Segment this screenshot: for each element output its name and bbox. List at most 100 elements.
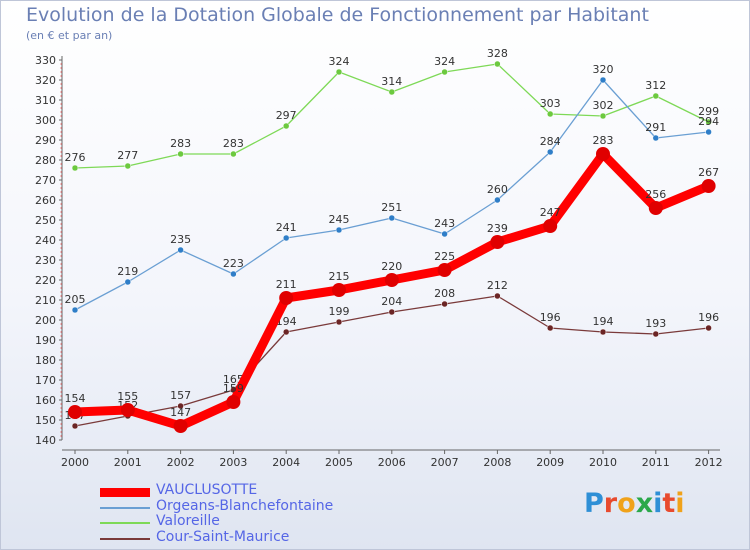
x-tick-label: 2010 — [589, 456, 617, 469]
data-label-orgeans-blanchefontaine: 223 — [223, 257, 244, 270]
y-tick-label: 250 — [35, 214, 56, 227]
data-point-orgeans-blanchefontaine — [441, 230, 448, 238]
data-label-valoreille: 324 — [434, 55, 455, 68]
x-tick-label: 2009 — [536, 456, 564, 469]
data-label-valoreille: 312 — [645, 79, 666, 92]
x-tick-label: 2004 — [272, 456, 300, 469]
y-tick-label: 140 — [35, 434, 56, 447]
data-point-orgeans-blanchefontaine — [230, 270, 237, 278]
data-label-orgeans-blanchefontaine: 294 — [698, 115, 719, 128]
data-point-orgeans-blanchefontaine — [652, 134, 660, 142]
data-label-cour-saint-maurice: 157 — [170, 389, 191, 402]
y-tick-label: 170 — [35, 374, 56, 387]
chart-title: Evolution de la Dotation Globale de Fonc… — [26, 4, 649, 26]
data-label-orgeans-blanchefontaine: 241 — [276, 221, 297, 234]
data-label-orgeans-blanchefontaine: 291 — [645, 121, 666, 134]
y-tick-label: 240 — [35, 234, 56, 247]
data-label-vauclusotte: 239 — [487, 222, 508, 235]
data-point-valoreille — [177, 150, 184, 158]
data-label-orgeans-blanchefontaine: 260 — [487, 183, 508, 196]
data-label-vauclusotte: 283 — [593, 134, 614, 147]
data-point-cour-saint-maurice — [652, 330, 660, 338]
data-point-valoreille — [71, 164, 79, 172]
data-label-orgeans-blanchefontaine: 205 — [65, 293, 86, 306]
legend-label: Orgeans-Blanchefontaine — [156, 497, 334, 514]
data-label-vauclusotte: 155 — [117, 390, 138, 403]
x-tick-label: 2007 — [431, 456, 459, 469]
series-cour-saint-maurice: 147152157165194199204208212196194193196 — [65, 279, 719, 430]
data-label-vauclusotte: 267 — [698, 166, 719, 179]
data-point-cour-saint-maurice — [388, 308, 396, 316]
data-label-vauclusotte: 215 — [329, 270, 350, 283]
data-point-cour-saint-maurice — [599, 328, 607, 336]
data-label-orgeans-blanchefontaine: 235 — [170, 233, 191, 246]
data-label-valoreille: 299 — [698, 105, 719, 118]
legend-label: Cour-Saint-Maurice — [156, 528, 290, 545]
logo-letter: r — [603, 488, 618, 519]
data-label-orgeans-blanchefontaine: 251 — [381, 201, 402, 214]
data-point-vauclusotte — [384, 273, 399, 287]
data-label-orgeans-blanchefontaine: 245 — [329, 213, 350, 226]
data-point-cour-saint-maurice — [705, 324, 712, 332]
data-label-cour-saint-maurice: 212 — [487, 279, 508, 292]
data-point-cour-saint-maurice — [177, 402, 184, 410]
data-label-valoreille: 277 — [117, 149, 138, 162]
chart-subtitle: (en € et par an) — [26, 29, 113, 42]
y-tick-label: 230 — [35, 254, 56, 267]
data-label-vauclusotte: 220 — [381, 260, 402, 273]
data-point-vauclusotte — [490, 235, 505, 249]
data-point-vauclusotte — [279, 291, 294, 305]
data-point-valoreille — [230, 150, 237, 158]
data-point-vauclusotte — [437, 263, 452, 277]
legend-label: VAUCLUSOTTE — [156, 482, 258, 498]
data-label-vauclusotte: 225 — [434, 250, 455, 263]
logo-letter: o — [617, 488, 636, 519]
line-chart: 1401501601701801902002102202302402502602… — [35, 47, 723, 469]
x-tick-label: 2008 — [483, 456, 511, 469]
data-point-vauclusotte — [543, 219, 558, 233]
data-point-orgeans-blanchefontaine — [335, 226, 343, 234]
data-point-orgeans-blanchefontaine — [546, 148, 554, 156]
data-point-vauclusotte — [173, 419, 188, 433]
data-point-cour-saint-maurice — [335, 318, 343, 326]
data-label-cour-saint-maurice: 204 — [381, 295, 402, 308]
legend-swatch — [100, 537, 150, 540]
data-label-valoreille: 303 — [540, 97, 561, 110]
data-label-vauclusotte: 247 — [540, 206, 561, 219]
data-point-orgeans-blanchefontaine — [705, 128, 712, 136]
data-point-orgeans-blanchefontaine — [177, 246, 184, 254]
data-label-valoreille: 283 — [223, 137, 244, 150]
y-tick-label: 150 — [35, 414, 56, 427]
data-label-vauclusotte: 147 — [170, 406, 191, 419]
data-point-valoreille — [282, 122, 290, 130]
y-tick-label: 290 — [35, 134, 56, 147]
data-point-cour-saint-maurice — [546, 324, 554, 332]
y-tick-label: 200 — [35, 314, 56, 327]
x-tick-label: 2001 — [114, 456, 142, 469]
data-point-valoreille — [124, 162, 132, 170]
data-label-vauclusotte: 159 — [223, 382, 244, 395]
data-label-vauclusotte: 256 — [645, 188, 666, 201]
legend-swatch — [100, 522, 150, 524]
y-tick-label: 220 — [35, 274, 56, 287]
data-point-vauclusotte — [68, 405, 82, 419]
y-tick-label: 180 — [35, 354, 56, 367]
data-point-valoreille — [335, 68, 343, 76]
data-point-vauclusotte — [332, 283, 346, 297]
data-point-valoreille — [599, 112, 607, 120]
x-tick-label: 2000 — [61, 456, 89, 469]
y-tick-label: 190 — [35, 334, 56, 347]
data-point-valoreille — [652, 92, 660, 100]
series-valoreille: 276 277 283 283 297 324 314 324 328 303 302 312 299 — [65, 47, 719, 172]
x-tick-label: 2002 — [167, 456, 195, 469]
data-label-valoreille: 328 — [487, 47, 508, 60]
data-label-orgeans-blanchefontaine: 219 — [117, 265, 138, 278]
data-point-orgeans-blanchefontaine — [124, 278, 132, 286]
data-label-valoreille: 276 — [65, 151, 86, 164]
data-point-orgeans-blanchefontaine — [599, 76, 607, 84]
data-label-orgeans-blanchefontaine: 320 — [593, 63, 614, 76]
data-point-valoreille — [441, 68, 448, 76]
data-point-orgeans-blanchefontaine — [71, 306, 79, 314]
x-tick-label: 2006 — [378, 456, 406, 469]
data-point-cour-saint-maurice — [282, 328, 290, 336]
